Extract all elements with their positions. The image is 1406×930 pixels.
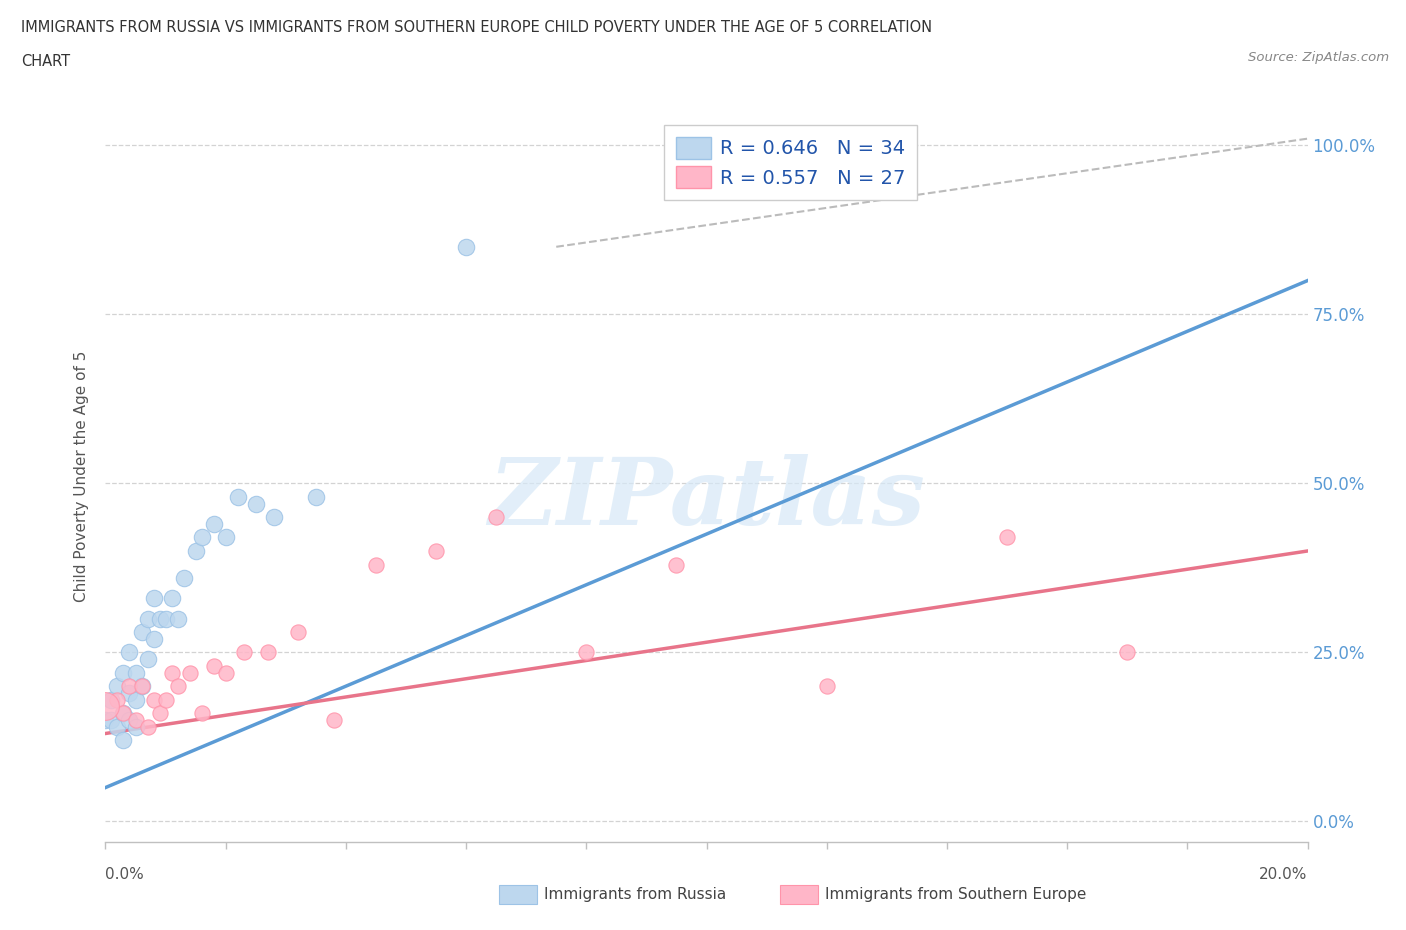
Point <box>425 543 447 558</box>
Point <box>202 516 225 531</box>
Point <box>107 719 129 734</box>
Point <box>94 699 117 714</box>
Point <box>118 712 141 727</box>
Point <box>190 706 212 721</box>
Point <box>214 665 236 680</box>
Point <box>100 692 122 707</box>
Point <box>107 679 129 694</box>
Text: Immigrants from Southern Europe: Immigrants from Southern Europe <box>825 887 1087 902</box>
Point <box>815 679 838 694</box>
Text: Source: ZipAtlas.com: Source: ZipAtlas.com <box>1249 51 1389 64</box>
Point <box>142 631 165 646</box>
Text: Immigrants from Russia: Immigrants from Russia <box>544 887 727 902</box>
Point <box>136 611 159 626</box>
Point <box>575 644 598 659</box>
Point <box>364 557 387 572</box>
Point <box>118 685 141 700</box>
Point <box>305 489 328 504</box>
Point <box>190 530 212 545</box>
Point <box>148 706 170 721</box>
Point <box>245 497 267 512</box>
Point <box>131 625 153 640</box>
Point <box>107 692 129 707</box>
Point <box>995 530 1018 545</box>
Point <box>166 611 188 626</box>
Point <box>112 706 135 721</box>
Point <box>256 644 278 659</box>
Point <box>202 658 225 673</box>
Point <box>226 489 249 504</box>
Point <box>179 665 201 680</box>
Point <box>232 644 254 659</box>
Point <box>166 679 188 694</box>
Point <box>148 611 170 626</box>
Legend: R = 0.646   N = 34, R = 0.557   N = 27: R = 0.646 N = 34, R = 0.557 N = 27 <box>664 125 917 200</box>
Text: CHART: CHART <box>21 54 70 69</box>
Point <box>160 591 183 605</box>
Point <box>173 571 195 586</box>
Point <box>1116 644 1139 659</box>
Point <box>485 510 508 525</box>
Point <box>124 719 146 734</box>
Point <box>94 712 117 727</box>
Point <box>287 625 309 640</box>
Point <box>155 611 177 626</box>
Point <box>112 733 135 748</box>
Point <box>131 679 153 694</box>
Point <box>665 557 688 572</box>
Point <box>184 543 207 558</box>
Text: 0.0%: 0.0% <box>105 867 145 882</box>
Text: IMMIGRANTS FROM RUSSIA VS IMMIGRANTS FROM SOUTHERN EUROPE CHILD POVERTY UNDER TH: IMMIGRANTS FROM RUSSIA VS IMMIGRANTS FRO… <box>21 20 932 35</box>
Point <box>160 665 183 680</box>
Point <box>142 591 165 605</box>
Text: 20.0%: 20.0% <box>1260 867 1308 882</box>
Point <box>118 679 141 694</box>
Point <box>454 239 477 254</box>
Point <box>136 652 159 667</box>
Point <box>322 712 344 727</box>
Y-axis label: Child Poverty Under the Age of 5: Child Poverty Under the Age of 5 <box>75 351 90 603</box>
Point <box>112 706 135 721</box>
Point <box>112 665 135 680</box>
Point <box>142 692 165 707</box>
Text: ZIPatlas: ZIPatlas <box>488 454 925 543</box>
Point <box>214 530 236 545</box>
Point <box>131 679 153 694</box>
Point <box>155 692 177 707</box>
Point <box>100 712 122 727</box>
Point <box>136 719 159 734</box>
Point <box>263 510 285 525</box>
Point <box>124 692 146 707</box>
Point <box>124 665 146 680</box>
Point <box>124 712 146 727</box>
Point <box>118 644 141 659</box>
